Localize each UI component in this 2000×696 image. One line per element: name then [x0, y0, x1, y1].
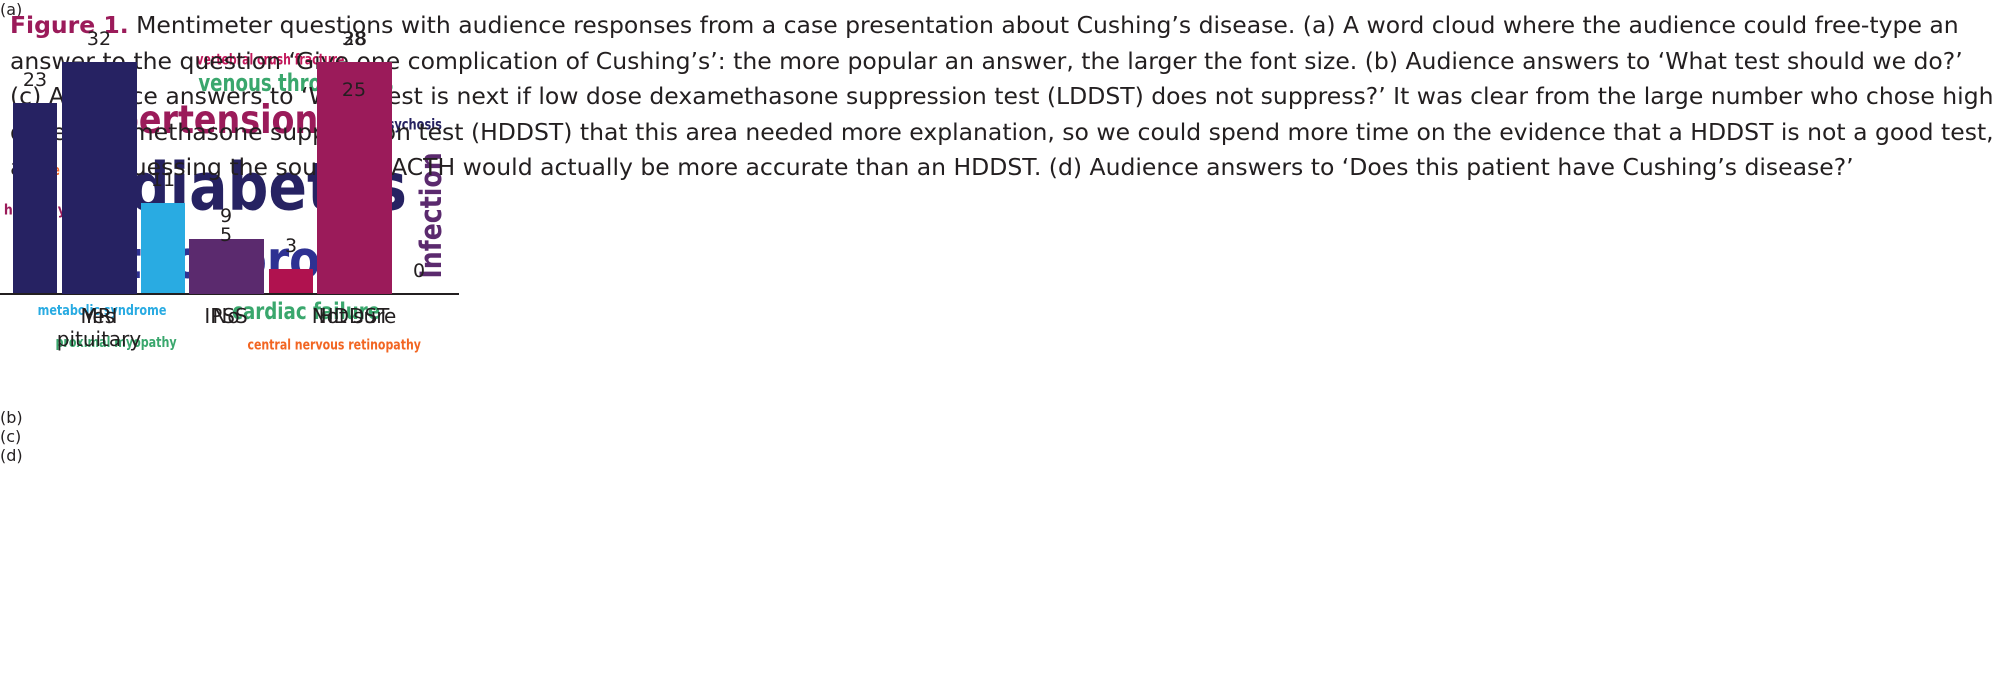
bar — [61, 62, 137, 294]
value-label: 28 — [342, 28, 368, 50]
category-label: IPSS — [204, 304, 248, 328]
category-label: HDDST — [318, 304, 390, 328]
cloud-word: psychosis — [379, 115, 441, 133]
value-label: 11 — [150, 168, 176, 191]
bar — [269, 269, 313, 294]
bar — [316, 112, 392, 294]
panel-label: (b) — [0, 408, 23, 427]
category-label: No — [212, 304, 240, 328]
value-label: 9 — [219, 205, 233, 228]
panels: (a) vertebral crush fracture venous thromb… — [0, 0, 459, 465]
value-label: 3 — [284, 235, 298, 258]
cloud-word: cardiac failure — [232, 299, 380, 325]
cloud-word: proximal myopathy — [55, 335, 176, 351]
cloud-word: Infection — [414, 152, 448, 278]
cloud-word: vertebral crush fracture — [196, 50, 344, 68]
panel-label: (a) — [0, 0, 23, 19]
value-label: 38 — [341, 28, 367, 50]
value-label: 0 — [412, 260, 426, 282]
category-label: MRI pituitary — [56, 304, 142, 351]
value-label: 23 — [22, 69, 48, 92]
baseline — [0, 293, 459, 295]
value-label: 32 — [86, 28, 112, 50]
panel-label: (d) — [0, 446, 23, 465]
cloud-word: central nervous retinopathy — [247, 338, 420, 354]
figure-label: Figure 1. — [10, 11, 129, 39]
cloud-word: metabolic syndrome — [38, 303, 167, 319]
figure-caption: Figure 1. Mentimeter questions with audi… — [10, 8, 1995, 186]
caption-text: Mentimeter questions with audience respo… — [10, 11, 1994, 182]
bar — [188, 257, 264, 294]
bar — [13, 103, 57, 294]
panel-label: (c) — [0, 427, 22, 446]
value-label: 5 — [219, 223, 233, 246]
category-label: Not sure — [311, 304, 397, 328]
category-label: Yes — [82, 304, 116, 328]
bar — [141, 202, 185, 294]
value-label: 25 — [341, 78, 367, 101]
